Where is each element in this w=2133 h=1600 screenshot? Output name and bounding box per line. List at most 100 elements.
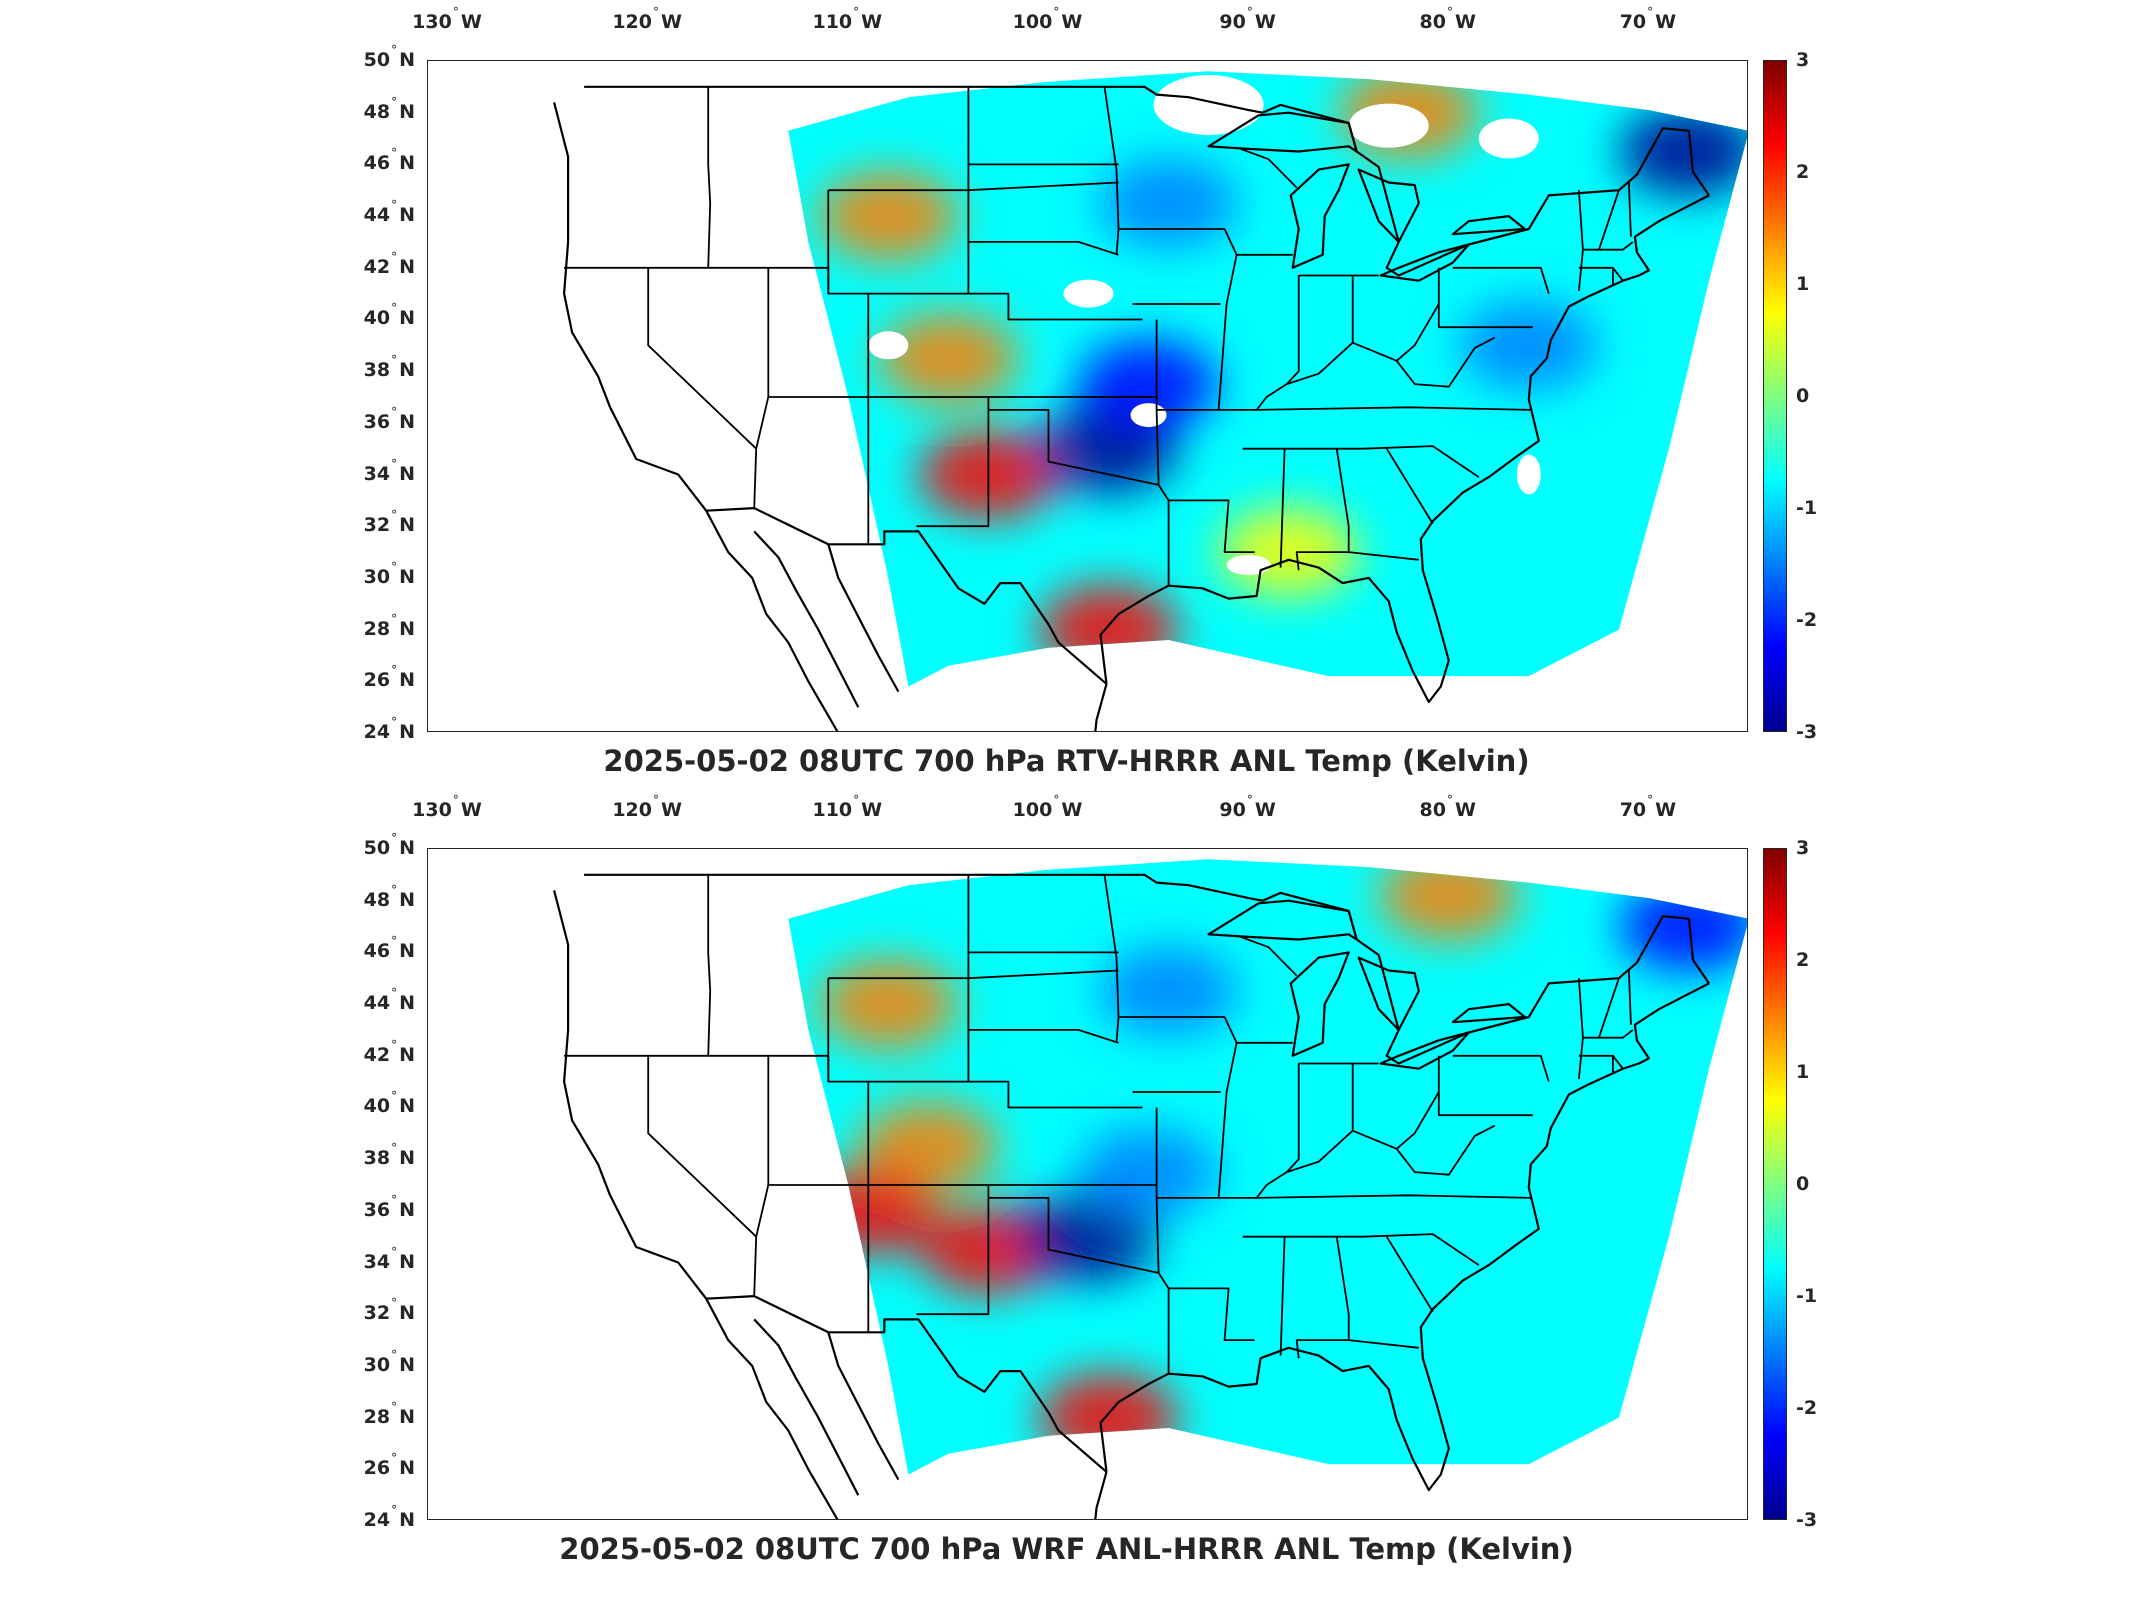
coastline: [553, 890, 839, 1519]
state-boundary: [767, 267, 1157, 398]
state-boundary: [1279, 448, 1286, 568]
lat-tick-label: 46° N: [363, 934, 415, 963]
state-boundary: [1168, 499, 1255, 553]
state-boundary: [1156, 1194, 1531, 1199]
lat-tick-label: 26° N: [363, 1451, 415, 1480]
state-boundary: [1452, 1054, 1550, 1082]
coastline: [706, 1295, 1108, 1473]
anomaly-blob: [1018, 1191, 1159, 1282]
state-boundary: [1223, 228, 1293, 256]
state-boundary: [1155, 1107, 1170, 1374]
map-panel-bottom: 130° W 120° W 110° W 100° W 90° W 80° W 70° W 50° N 48° N…: [0, 790, 2133, 1600]
state-boundary: [1286, 275, 1300, 385]
state-boundary: [1348, 551, 1419, 561]
great-lake-outline: [1357, 956, 1420, 1031]
anomaly-blob: [1378, 859, 1519, 941]
lon-tick-label: 70° W: [1619, 793, 1677, 821]
anomaly-blob: [1098, 946, 1239, 1037]
state-boundary: [988, 409, 1159, 486]
state-boundary: [1582, 1029, 1634, 1039]
coastline: [1099, 194, 1710, 704]
great-lake-outline: [1289, 163, 1350, 269]
lon-tick-label: 90° W: [1219, 793, 1276, 821]
lat-tick-label: 30° N: [363, 559, 415, 588]
coastline: [753, 1318, 860, 1496]
state-boundary: [1598, 977, 1620, 1038]
colorbar-tick-label: 2: [1796, 949, 1810, 971]
great-lake-outline: [1207, 899, 1358, 941]
map-panel-top: 130° W 120° W 110° W 100° W 90° W 80° W 70° W 50° N 48° N…: [0, 0, 2133, 790]
lat-tick-label: 42° N: [363, 1037, 415, 1066]
colorbar-tick-label: 2: [1796, 161, 1810, 183]
lon-tick-label: 110° W: [812, 5, 883, 33]
map-plot-area: [427, 60, 1748, 732]
state-boundary: [1103, 86, 1120, 255]
state-boundary: [1628, 970, 1632, 1025]
lat-tick-label: 24° N: [363, 715, 415, 743]
lon-tick-label: 70° W: [1619, 5, 1677, 33]
missing-data-patch: [1478, 118, 1539, 159]
state-boundary: [753, 1184, 770, 1297]
state-boundary: [1103, 874, 1120, 1043]
colorbar-tick-label: 3: [1796, 49, 1810, 71]
lon-tick-label: 120° W: [612, 793, 682, 821]
lon-tick-label: 100° W: [1012, 793, 1083, 821]
lat-tick-label: 24° N: [363, 1503, 415, 1531]
great-lake-outline: [1379, 1031, 1470, 1070]
state-boundary: [1255, 1129, 1398, 1199]
colorbar-tick-label: 0: [1796, 1173, 1810, 1195]
state-boundary: [1295, 1236, 1350, 1359]
lat-tick-label: 34° N: [363, 1244, 415, 1273]
anomaly-blob: [818, 959, 959, 1050]
coastline: [553, 102, 839, 731]
lat-tick-label: 50° N: [363, 43, 415, 71]
anomaly-blob: [1078, 339, 1219, 430]
lat-tick-label: 48° N: [363, 882, 415, 911]
lon-tick-label: 80° W: [1419, 5, 1476, 33]
state-boundary: [1240, 936, 1298, 977]
state-boundary: [988, 1197, 1159, 1274]
great-lake-outline: [1451, 215, 1526, 236]
state-boundary: [1240, 148, 1298, 189]
state-boundary: [1582, 241, 1634, 251]
missing-data-patch: [868, 331, 909, 360]
state-boundary: [1286, 1063, 1300, 1173]
state-boundary: [1156, 406, 1531, 411]
coastline: [706, 507, 1108, 685]
state-boundary: [916, 1185, 990, 1316]
missing-data-patch: [1516, 454, 1541, 495]
great-lake-outline: [1357, 168, 1420, 243]
lat-tick-label: 42° N: [363, 249, 415, 278]
lat-tick-label: 36° N: [363, 1192, 415, 1221]
coastline: [1094, 683, 1108, 731]
coastline: [1094, 1471, 1108, 1519]
coastline: [1099, 982, 1710, 1492]
colorbar-tick-label: -1: [1796, 1285, 1818, 1307]
lat-tick-label: 28° N: [363, 611, 415, 640]
state-boundary: [647, 1055, 757, 1238]
missing-data-patch: [1063, 279, 1114, 308]
state-boundary: [1385, 1236, 1434, 1313]
colorbar-tick-label: -3: [1796, 721, 1818, 743]
temperature-difference-map: [553, 71, 1747, 731]
lon-tick-label: 110° W: [812, 793, 883, 821]
state-boundary: [1395, 303, 1496, 388]
lon-tick-label: 130° W: [412, 5, 482, 33]
state-boundary: [753, 396, 770, 509]
missing-data-layer: [868, 74, 1541, 575]
anomaly-blob: [1618, 106, 1747, 197]
state-boundary: [1255, 341, 1398, 411]
state-boundary: [1437, 1055, 1533, 1117]
lat-tick-label: 50° N: [363, 831, 415, 859]
coastline: [584, 85, 1710, 277]
state-boundary: [1242, 445, 1480, 478]
coastline: [584, 873, 1710, 1065]
state-boundary: [707, 86, 712, 268]
lat-tick-label: 40° N: [363, 301, 415, 330]
boundary-lines: [553, 85, 1710, 731]
state-boundary: [1155, 319, 1170, 586]
colorbar-tick-label: -2: [1796, 609, 1818, 631]
state-boundary: [1168, 1287, 1255, 1341]
state-boundary: [1395, 1091, 1496, 1176]
map-title: 2025-05-02 08UTC 700 hPa WRF ANL-HRRR AN…: [559, 1532, 1574, 1566]
